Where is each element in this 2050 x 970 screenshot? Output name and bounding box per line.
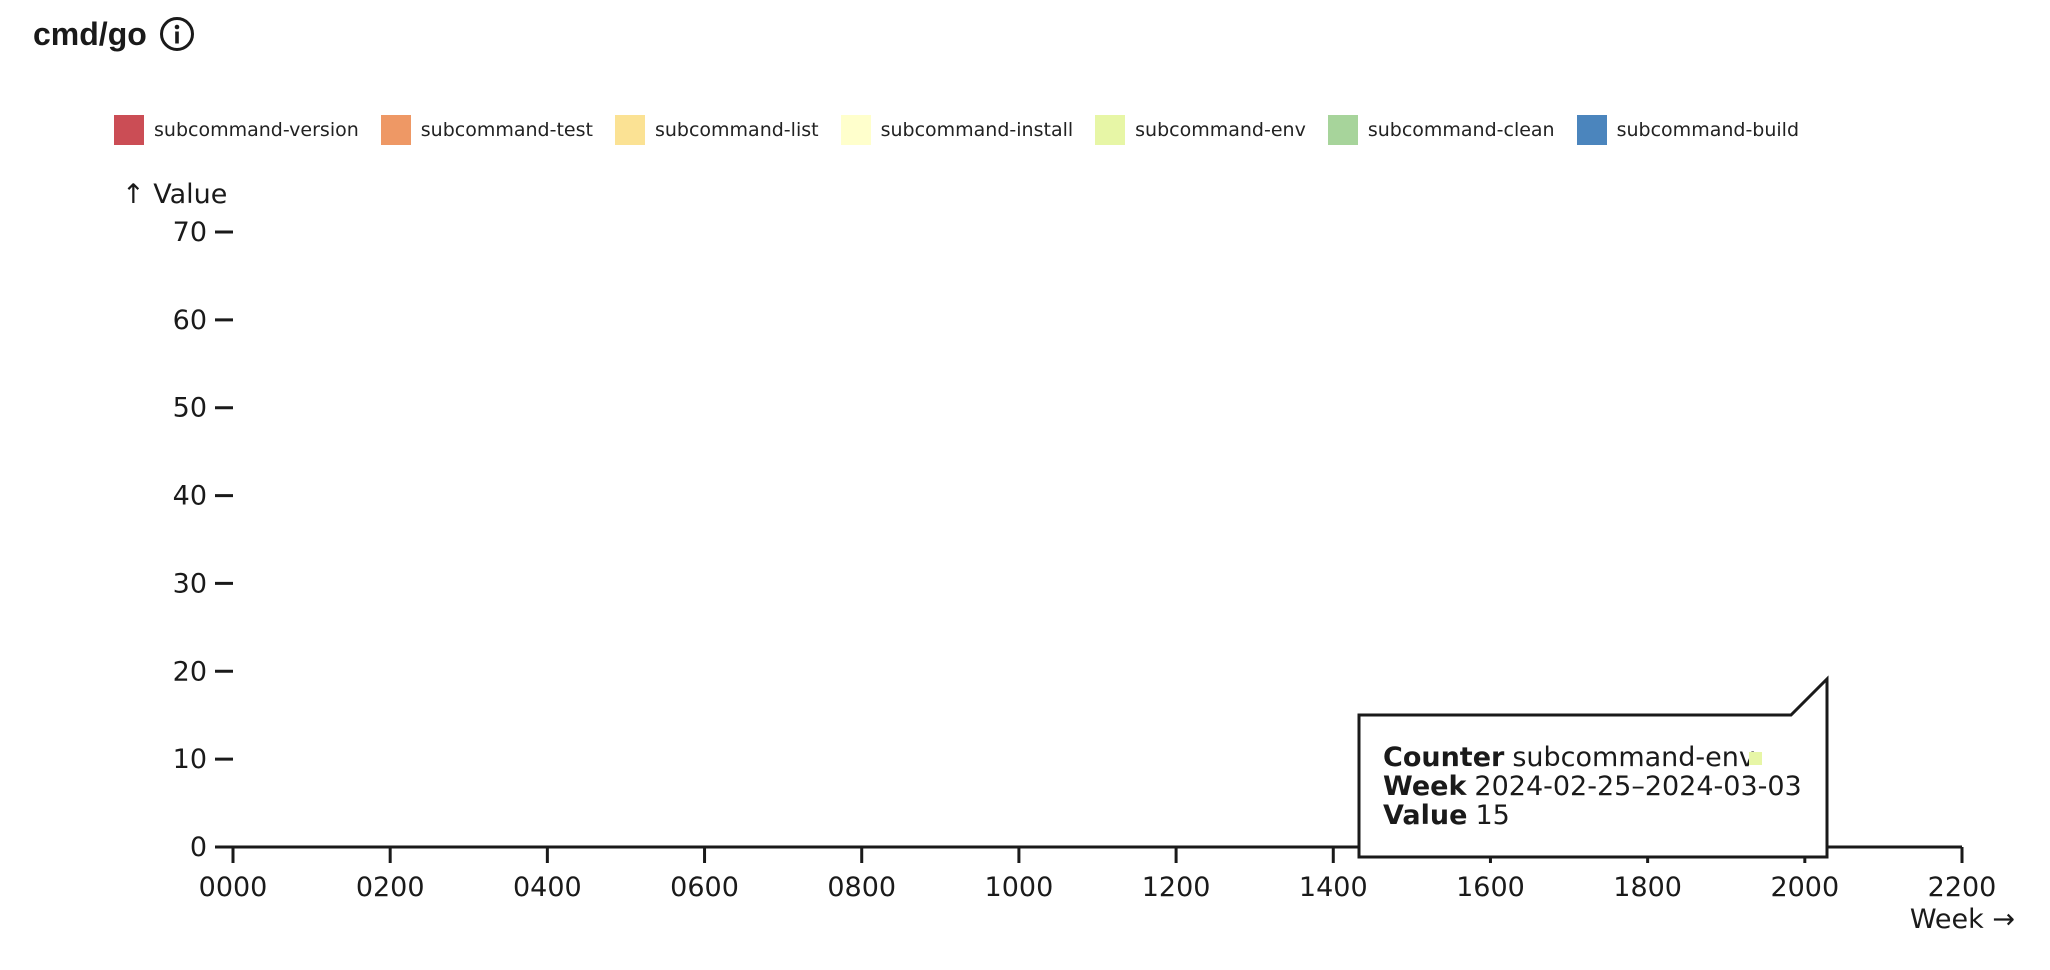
legend-label: subcommand-build [1616, 119, 1800, 141]
chart-legend: subcommand-version subcommand-test subcomm… [114, 115, 1821, 145]
y-tick-label: 0 [190, 832, 207, 863]
y-tick-label: 10 [173, 744, 207, 775]
legend-swatch [614, 115, 645, 145]
x-tick-label: 1000 [985, 872, 1054, 903]
x-tick-label: 1200 [1142, 872, 1211, 903]
legend-swatch [1576, 115, 1607, 145]
x-tick-label: 1600 [1456, 872, 1525, 903]
legend-label: subcommand-env [1135, 119, 1306, 141]
tooltip-counter-key: Counter [1383, 742, 1505, 773]
y-tick-label: 60 [173, 305, 207, 336]
y-tick-label: 40 [173, 481, 207, 512]
legend-label: subcommand-list [654, 119, 819, 141]
x-tick-label: 0400 [513, 872, 582, 903]
y-tick-label: 30 [173, 568, 207, 599]
legend-label: subcommand-install [880, 119, 1074, 141]
x-tick-label: 1400 [1299, 872, 1368, 903]
info-circle-icon[interactable] [159, 16, 195, 52]
legend-swatch [1095, 115, 1126, 145]
x-tick-label: 2200 [1928, 872, 1997, 903]
x-tick-label: 2000 [1770, 872, 1839, 903]
tooltip-week-key: Week [1383, 771, 1467, 802]
legend-item[interactable]: subcommand-clean [1327, 115, 1555, 145]
chart-title: cmd/go [33, 15, 147, 52]
legend-swatch [114, 115, 144, 145]
tooltip-week: Week 2024-02-25–2024-03-03 [1383, 771, 1802, 802]
legend-swatch [1327, 115, 1358, 145]
x-axis-label: Week → [1910, 904, 2015, 935]
legend-swatch [840, 115, 871, 145]
x-tick-label: 0800 [827, 872, 896, 903]
legend-item[interactable]: subcommand-test [380, 115, 593, 145]
legend-label: subcommand-clean [1367, 119, 1555, 141]
x-tick-label: 0600 [670, 872, 739, 903]
y-tick-label: 70 [173, 217, 207, 248]
x-tick-label: 0200 [356, 872, 425, 903]
legend-item[interactable]: subcommand-list [614, 115, 819, 145]
y-axis-label: ↑ Value [122, 179, 227, 210]
legend-label: subcommand-version [154, 119, 359, 141]
tooltip-value-key: Value [1383, 800, 1467, 831]
tooltip-week-value: 2024-02-25–2024-03-03 [1474, 771, 1801, 802]
tooltip-value-value: 15 [1475, 800, 1509, 831]
y-axis: ↑ Value 0 10 20 30 40 50 60 70 [122, 179, 233, 863]
x-tick-label: 1800 [1613, 872, 1682, 903]
legend-item[interactable]: subcommand-version [114, 115, 359, 145]
tooltip-value: Value 15 [1383, 800, 1510, 831]
y-tick-label: 20 [173, 656, 207, 687]
x-tick-label: 0000 [199, 872, 268, 903]
legend-item[interactable]: subcommand-env [1095, 115, 1306, 145]
legend-item[interactable]: subcommand-build [1576, 115, 1800, 145]
tooltip-counter: Counter subcommand-env [1383, 742, 1755, 773]
x-axis: 0000 0200 0400 0600 0800 1000 1200 1400 1600 1800… [199, 845, 2015, 935]
legend-swatch [380, 115, 411, 145]
tooltip-counter-value: subcommand-env [1512, 742, 1755, 773]
tooltip-box [1357, 675, 1829, 859]
chart-header: cmd/go [33, 12, 195, 56]
legend-item[interactable]: subcommand-install [840, 115, 1074, 145]
y-tick-label: 50 [173, 393, 207, 424]
legend-label: subcommand-test [420, 119, 593, 141]
tooltip-swatch [1749, 752, 1762, 765]
